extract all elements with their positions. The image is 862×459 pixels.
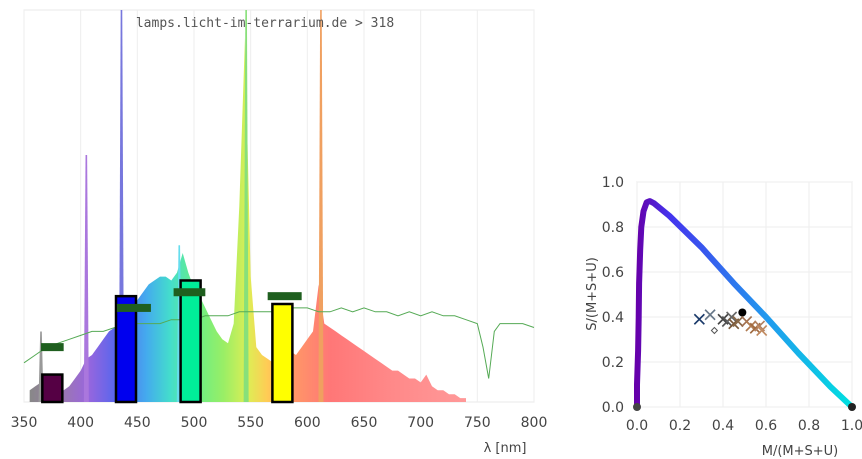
chromaticity-point bbox=[726, 311, 738, 323]
chromaticity-points bbox=[633, 308, 856, 411]
spectrum-x-tick: 550 bbox=[237, 415, 264, 431]
spectrum-x-tick: 450 bbox=[124, 415, 151, 431]
spectrum-x-tick: 400 bbox=[67, 415, 94, 431]
chromaticity-point bbox=[710, 326, 719, 335]
cone-bars bbox=[41, 279, 302, 404]
spectrum-x-tick: 350 bbox=[11, 415, 38, 431]
chromaticity-y-tick: 0.2 bbox=[602, 355, 624, 371]
cone-bar-M bbox=[179, 279, 202, 404]
spectrum-x-tick: 750 bbox=[464, 415, 491, 431]
chromaticity-point bbox=[633, 403, 641, 411]
spectrum-title: lamps.licht-im-terrarium.de > 318 bbox=[136, 16, 394, 31]
chromaticity-y-tick: 0.0 bbox=[602, 400, 624, 416]
spectrum-x-tick: 500 bbox=[181, 415, 208, 431]
chromaticity-x-tick: 0.2 bbox=[669, 418, 691, 434]
cone-band-L bbox=[267, 292, 302, 301]
chromaticity-x-tick: 0.0 bbox=[626, 418, 648, 434]
chromaticity-point bbox=[848, 403, 856, 411]
chromaticity-x-tick: 0.8 bbox=[798, 418, 820, 434]
spectrum-grid bbox=[23, 10, 535, 402]
cone-bar-L bbox=[271, 302, 294, 404]
spectrum-peak bbox=[243, 10, 249, 402]
chromaticity-x-tick: 1.0 bbox=[841, 418, 862, 434]
cone-band-S bbox=[116, 303, 151, 312]
spectrum-x-tick: 800 bbox=[521, 415, 548, 431]
chromaticity-y-tick: 0.6 bbox=[602, 265, 624, 281]
chromaticity-y-tick: 0.8 bbox=[602, 220, 624, 236]
chromaticity-point bbox=[732, 315, 744, 328]
chromaticity-point bbox=[693, 313, 705, 325]
cone-band-U bbox=[41, 343, 64, 352]
chromaticity-chart: 0.0 0.2 0.4 0.6 0.8 1.0 0.0 0.2 0.4 0.6 0.8 1.0 M/… bbox=[585, 175, 862, 459]
spectrum-chart: 350 400 450 500 550 600 650 700 750 800 lamps.lic… bbox=[11, 9, 548, 456]
spectrum-x-tick: 700 bbox=[407, 415, 434, 431]
cone-bar-U bbox=[41, 373, 64, 404]
cone-band-M bbox=[173, 288, 206, 297]
chromaticity-point bbox=[756, 324, 768, 337]
chromaticity-x-label: M/(M+S+U) bbox=[762, 444, 839, 459]
spectrum-peak bbox=[318, 10, 324, 402]
spectrum-x-tick: 650 bbox=[351, 415, 378, 431]
chromaticity-y-tick: 0.4 bbox=[602, 310, 624, 326]
spectrum-x-tick: 600 bbox=[294, 415, 321, 431]
chromaticity-y-tick: 1.0 bbox=[602, 175, 624, 191]
chromaticity-y-label: S/(M+S+U) bbox=[585, 257, 600, 331]
chromaticity-x-tick: 0.6 bbox=[755, 418, 777, 434]
chromaticity-x-ticks: 0.0 0.2 0.4 0.6 0.8 1.0 bbox=[626, 418, 862, 434]
chromaticity-point bbox=[738, 308, 747, 317]
chromaticity-x-tick: 0.4 bbox=[712, 418, 734, 434]
spectral-locus bbox=[634, 198, 855, 410]
chromaticity-y-ticks: 0.0 0.2 0.4 0.6 0.8 1.0 bbox=[602, 175, 624, 416]
spectrum-peak bbox=[83, 155, 89, 402]
spectrum-x-label: λ [nm] bbox=[484, 441, 527, 456]
spectrum-x-ticks: 350 400 450 500 550 600 650 700 750 800 bbox=[11, 415, 548, 431]
chromaticity-point bbox=[704, 309, 716, 321]
cone-bar-S bbox=[114, 294, 138, 404]
chromaticity-grid bbox=[636, 181, 853, 408]
